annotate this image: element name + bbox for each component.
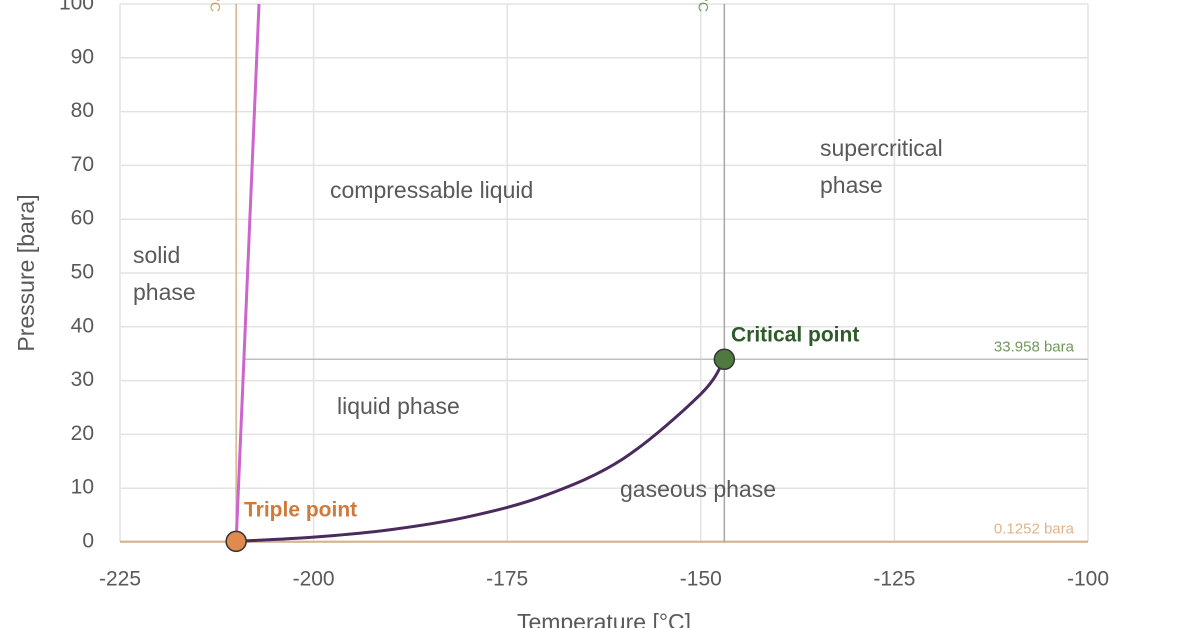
y-axis-label: Pressure [bara] <box>13 194 39 351</box>
region-label: phase <box>133 279 196 305</box>
point-label: Critical point <box>731 324 859 347</box>
x-tick-label: -225 <box>99 568 141 591</box>
y-tick-label: 50 <box>71 261 94 284</box>
y-tick-label: 20 <box>71 422 94 445</box>
y-tick-label: 80 <box>71 99 94 122</box>
reference-label: 0.1252 bara <box>994 520 1075 537</box>
reference-label: -210.00 °C <box>207 0 223 12</box>
x-tick-label: -200 <box>293 568 335 591</box>
reference-label: 33.958 bara <box>994 338 1075 355</box>
y-tick-label: 40 <box>71 314 94 337</box>
point-marker <box>225 530 247 553</box>
y-tick-label: 60 <box>71 207 94 230</box>
x-axis-label: Temperature [°C] <box>517 609 691 628</box>
region-label: solid <box>133 242 180 268</box>
region-label: phase <box>820 172 883 198</box>
region-label: liquid phase <box>337 393 460 419</box>
reference-label: -146.96 °C <box>696 0 712 12</box>
x-tick-label: -150 <box>680 568 722 591</box>
x-tick-label: -100 <box>1067 568 1109 591</box>
y-tick-label: 70 <box>71 153 94 176</box>
y-tick-label: 30 <box>71 368 94 391</box>
y-tick-label: 100 <box>59 0 94 15</box>
phase-curve <box>234 3 261 542</box>
point-label: Triple point <box>244 499 357 522</box>
x-tick-label: -125 <box>873 568 915 591</box>
point-marker <box>713 348 736 371</box>
y-tick-label: 10 <box>71 476 94 499</box>
y-tick-label: 0 <box>82 530 94 553</box>
x-tick-label: -175 <box>486 568 528 591</box>
y-tick-label: 90 <box>71 45 94 68</box>
region-label: compressable liquid <box>330 177 533 203</box>
region-label: gaseous phase <box>620 476 776 502</box>
region-label: supercritical <box>820 135 943 161</box>
phase-curve <box>236 358 726 543</box>
